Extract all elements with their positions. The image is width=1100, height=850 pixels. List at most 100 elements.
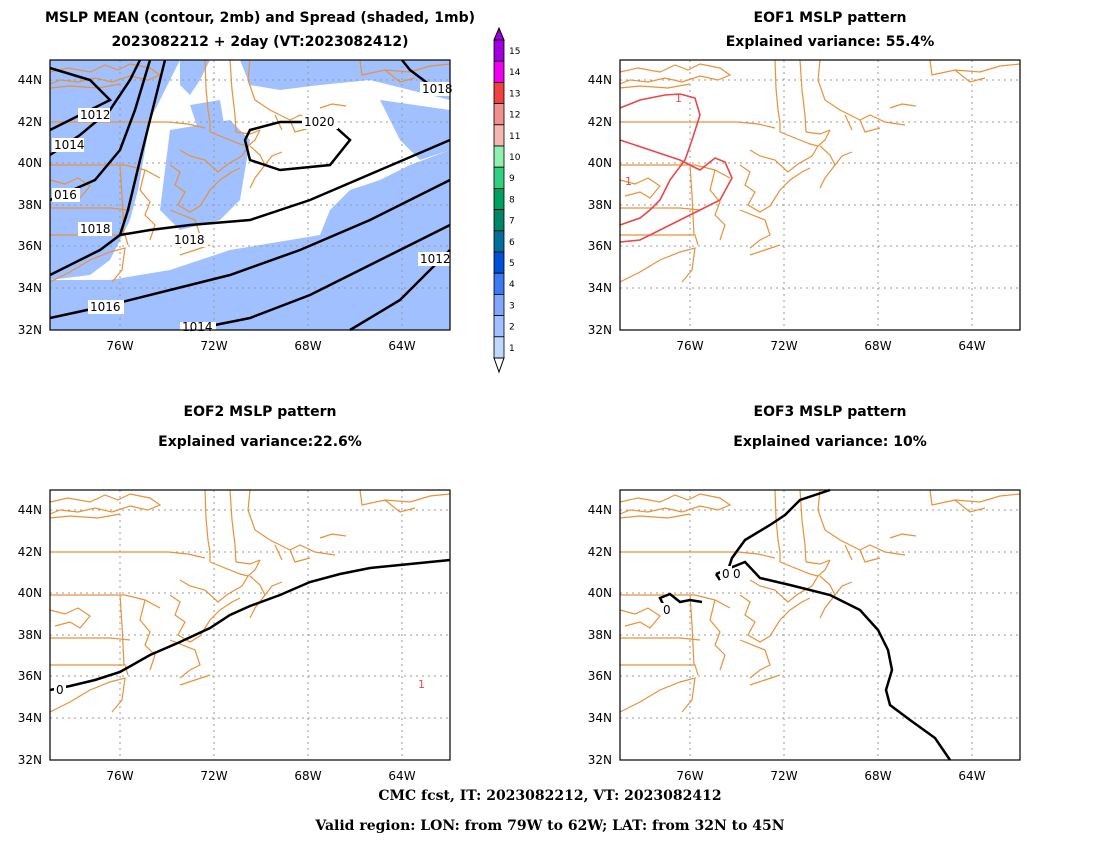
colorbar-label: 7 [509,217,515,227]
contour-1018-b [119,138,451,237]
lon-tick-label: 68W [294,769,321,783]
colorbar-swatch [493,209,505,232]
lat-tick-label: 32N [18,753,42,767]
lon-tick-label: 72W [770,769,797,783]
panel3-map: 0 1 [49,489,451,761]
svg-text:1016: 1016 [90,300,121,314]
svg-text:1012: 1012 [80,108,111,122]
svg-text:1020: 1020 [304,115,335,129]
colorbar-label: 1 [509,344,515,354]
lon-tick-label: 72W [200,339,227,353]
panel2-map: 1 1 [619,59,1021,331]
lon-tick-label: 64W [388,769,415,783]
panel4-title: EOF3 MSLP pattern [753,404,907,420]
lat-tick-label: 40N [588,156,612,170]
colorbar-label: 2 [509,323,515,333]
colorbar-swatch [493,251,505,274]
colorbar-swatch [493,166,505,189]
svg-text:1018: 1018 [174,233,205,247]
eof3-label-c: 0 [663,603,671,617]
colorbar-swatch [493,315,505,338]
colorbar-label: 15 [509,47,520,57]
lon-tick-label: 76W [106,339,133,353]
lat-tick-label: 38N [588,198,612,212]
colorbar-bottom-arrow [493,357,505,374]
lon-tick-label: 68W [864,339,891,353]
eof3-label-a: 0 [722,567,730,581]
colorbar-swatch [493,145,505,168]
colorbar-swatch [493,39,505,62]
lon-tick-label: 68W [864,769,891,783]
colorbar-label: 4 [509,280,515,290]
lat-tick-label: 36N [18,669,42,683]
colorbar-label: 9 [509,174,515,184]
lon-tick-label: 76W [106,769,133,783]
panel1-map: 1012 1014 016 1018 1018 1020 1018 1016 1… [49,59,453,334]
svg-text:1014: 1014 [54,138,85,152]
lat-tick-label: 38N [588,628,612,642]
eof1-contours [619,93,733,243]
footer-forecast-info: CMC fcst, IT: 2023082212, VT: 2023082412 [378,788,722,804]
lon-tick-label: 76W [676,769,703,783]
lat-tick-label: 42N [18,115,42,129]
svg-text:1018: 1018 [80,222,111,236]
colorbar-top-arrow [493,26,505,41]
eof2-zero-contour [49,558,451,692]
colorbar-swatch [493,103,505,126]
colorbar-label: 12 [509,111,520,121]
svg-text:1012: 1012 [420,252,451,266]
colorbar-swatch [493,272,505,295]
eof3-zero-contours [658,488,952,761]
colorbar-label: 5 [509,259,515,269]
colorbar-label: 13 [509,89,520,99]
colorbar-swatch [493,82,505,105]
eof2-label-one: 1 [418,678,425,691]
lat-tick-label: 36N [588,669,612,683]
colorbar-label: 11 [509,132,520,142]
lat-tick-label: 44N [588,503,612,517]
lat-tick-label: 42N [18,545,42,559]
lat-tick-label: 34N [588,711,612,725]
eof3-label-b: 0 [733,567,741,581]
colorbar-swatch [493,60,505,83]
lon-tick-label: 72W [200,769,227,783]
contour-1014-b [189,223,451,332]
contour-1020 [243,120,352,172]
contour-1012 [49,66,113,132]
eof1-label-a: 1 [675,92,682,105]
panel4-map: 0 0 0 [619,488,1021,761]
contour-1016 [49,59,152,202]
colorbar-label: 3 [509,301,515,311]
panel3-subtitle: Explained variance:22.6% [158,434,362,450]
panel1-subtitle: 2023082212 + 2day (VT:2023082412) [111,34,409,50]
lat-tick-label: 32N [588,323,612,337]
colorbar-label: 10 [509,153,521,163]
svg-text:1018: 1018 [422,82,453,96]
axis-labels: 32N 34N 36N 38N 40N 42N 44N 76W 72W 68W 64W 32N 34N 3… [18,73,986,783]
eof1-label-b: 1 [625,175,632,188]
svg-text:016: 016 [54,188,77,202]
lat-tick-label: 32N [588,753,612,767]
lat-tick-label: 36N [18,239,42,253]
lat-tick-label: 34N [18,711,42,725]
contour-labels: 1012 1014 016 1018 1018 1020 1018 1016 1… [52,82,453,334]
colorbar-label: 8 [509,195,515,205]
panel2-subtitle: Explained variance: 55.4% [725,34,935,50]
lon-tick-label: 76W [676,339,703,353]
lat-tick-label: 40N [18,156,42,170]
lat-tick-label: 42N [588,545,612,559]
lat-tick-label: 34N [588,281,612,295]
lon-tick-label: 64W [388,339,415,353]
footer-valid-region: Valid region: LON: from 79W to 62W; LAT:… [315,818,785,834]
colorbar-swatch [493,336,505,359]
lat-tick-label: 38N [18,628,42,642]
colorbar-swatch [493,230,505,253]
lat-tick-label: 34N [18,281,42,295]
lon-tick-label: 64W [958,769,985,783]
lat-tick-label: 42N [588,115,612,129]
panel3-title: EOF2 MSLP pattern [183,404,337,420]
lat-tick-label: 36N [588,239,612,253]
colorbar-swatch [493,124,505,147]
panel1-title: MSLP MEAN (contour, 2mb) and Spread (sha… [45,10,475,26]
